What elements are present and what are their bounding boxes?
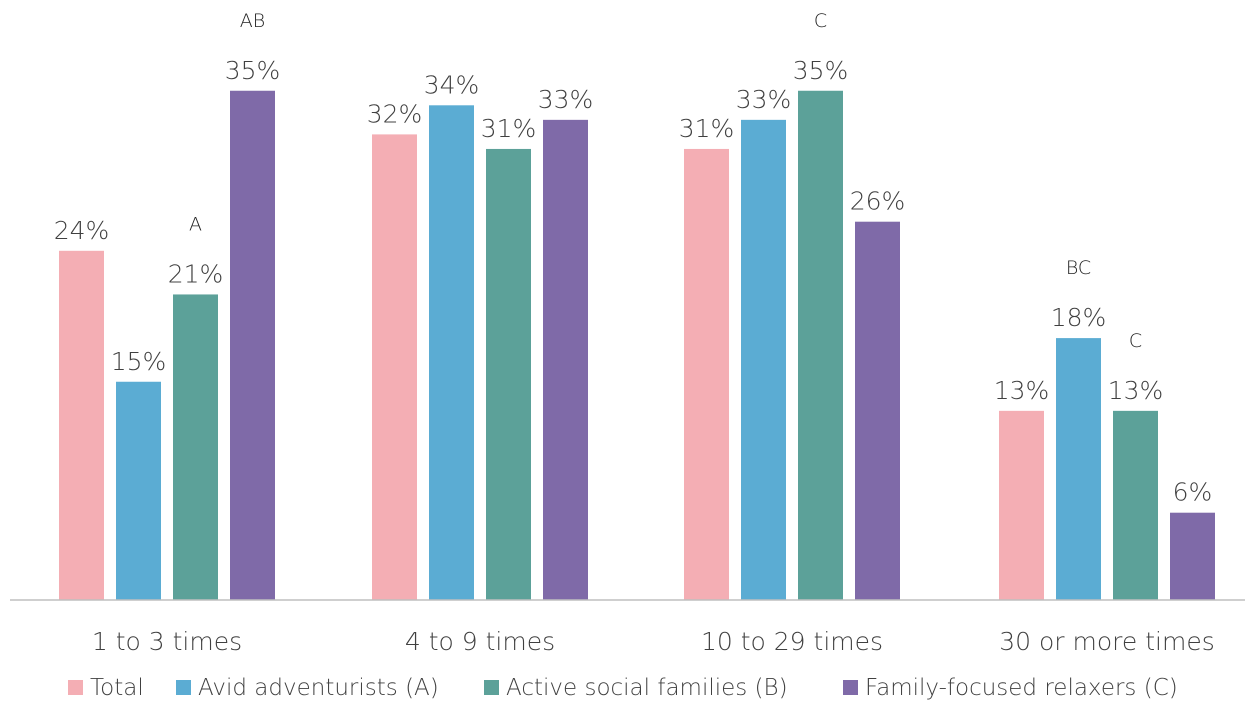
bar-4-1 xyxy=(999,410,1044,600)
bar-4-4 xyxy=(1170,512,1215,600)
significance-label: AB xyxy=(240,10,265,32)
legend-swatch xyxy=(484,680,499,695)
bar-1-4 xyxy=(230,90,275,600)
data-label: 35% xyxy=(225,56,281,85)
bar-3-2 xyxy=(741,119,786,600)
data-label: 33% xyxy=(736,85,792,114)
bars-layer xyxy=(59,90,1215,601)
legend-swatch xyxy=(843,680,858,695)
bar-3-1 xyxy=(684,148,729,600)
bar-2-1 xyxy=(372,134,417,600)
data-label: 26% xyxy=(850,187,906,216)
data-label: 33% xyxy=(538,85,594,114)
data-label: 18% xyxy=(1051,303,1107,332)
legend-label: Total xyxy=(90,675,144,701)
bar-2-4 xyxy=(543,119,588,600)
data-label: 15% xyxy=(111,347,167,376)
legend-swatch xyxy=(176,680,191,695)
bar-3-3 xyxy=(798,90,843,600)
significance-label: A xyxy=(189,213,202,235)
bar-4-2 xyxy=(1056,338,1101,600)
data-label: 24% xyxy=(54,216,110,245)
data-label: 34% xyxy=(424,70,480,99)
x-tick-label: 10 to 29 times xyxy=(701,627,883,656)
x-axis: 1 to 3 times 4 to 9 times 10 to 29 times 30… xyxy=(10,599,1245,656)
bar-4-3 xyxy=(1113,410,1158,600)
data-label: 35% xyxy=(793,56,849,85)
significance-label: C xyxy=(814,10,827,32)
bar-1-3 xyxy=(173,294,218,600)
x-tick-label: 30 or more times xyxy=(999,627,1215,656)
legend-swatch xyxy=(68,680,83,695)
significance-label: C xyxy=(1129,330,1142,352)
data-label: 31% xyxy=(481,114,537,143)
legend-label: Family-focused relaxers (C) xyxy=(865,675,1178,701)
data-label: 32% xyxy=(367,99,423,128)
bar-2-2 xyxy=(429,105,474,601)
legend: Total Avid adventurists (A) Active social … xyxy=(68,675,1178,701)
data-label: 21% xyxy=(168,259,224,288)
data-label: 31% xyxy=(679,114,735,143)
data-label: 13% xyxy=(1108,376,1164,405)
bar-2-3 xyxy=(486,148,531,600)
x-tick-label: 1 to 3 times xyxy=(92,627,242,656)
value-labels-layer: 24%15%21%A35%AB32%34%31%33%31%33%35%C26%… xyxy=(54,10,1213,507)
x-tick-label: 4 to 9 times xyxy=(405,627,555,656)
bar-1-1 xyxy=(59,250,104,601)
data-label: 13% xyxy=(994,376,1050,405)
legend-label: Avid adventurists (A) xyxy=(198,675,439,701)
bar-3-4 xyxy=(855,221,900,600)
data-label: 6% xyxy=(1173,478,1213,507)
significance-label: BC xyxy=(1066,257,1091,279)
legend-label: Active social families (B) xyxy=(506,675,788,701)
bar-1-2 xyxy=(116,381,161,600)
